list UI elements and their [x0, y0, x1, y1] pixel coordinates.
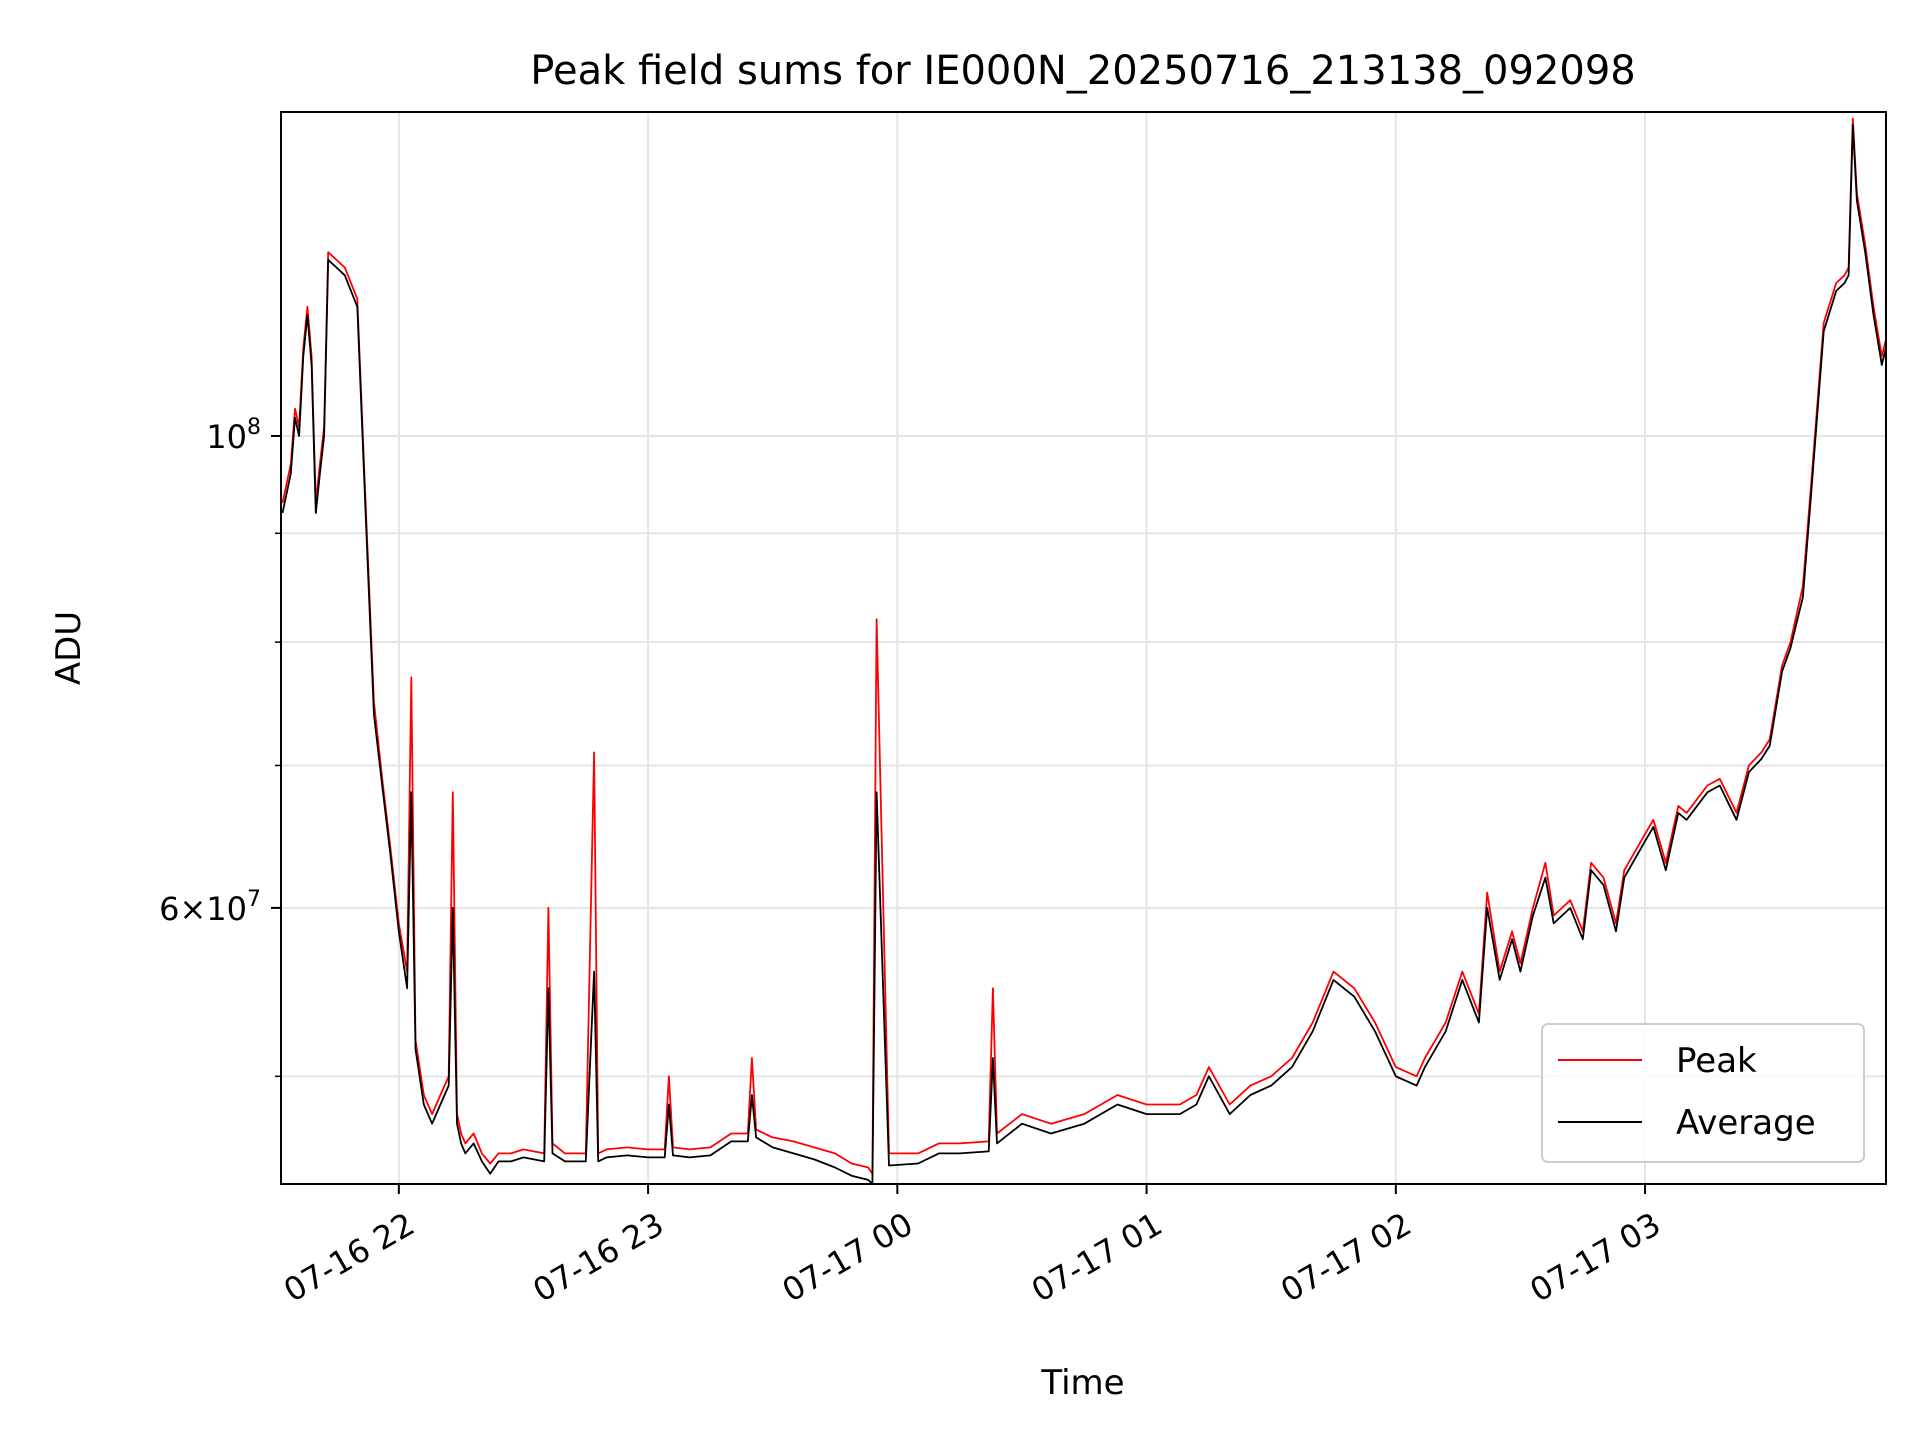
legend: Peak Average [1541, 1023, 1865, 1163]
plot-frame [280, 111, 1887, 1185]
legend-label-average: Average [1676, 1103, 1816, 1143]
grid [281, 112, 1886, 1184]
x-axis-label: Time [1040, 1363, 1124, 1403]
y-tick-label: 108 [206, 415, 261, 456]
y-axis-label: ADU [49, 611, 89, 685]
y-tick-label: 6×107 [159, 887, 261, 928]
series-line-average [281, 124, 1886, 1184]
series-layer [281, 117, 1886, 1184]
y-axis: 6×107 108 [159, 415, 281, 1078]
series-line-peak [281, 117, 1886, 1175]
legend-label-peak: Peak [1676, 1041, 1757, 1081]
legend-box [1541, 1023, 1865, 1163]
chart-title: Peak field sums for IE000N_20250716_2131… [530, 48, 1635, 94]
